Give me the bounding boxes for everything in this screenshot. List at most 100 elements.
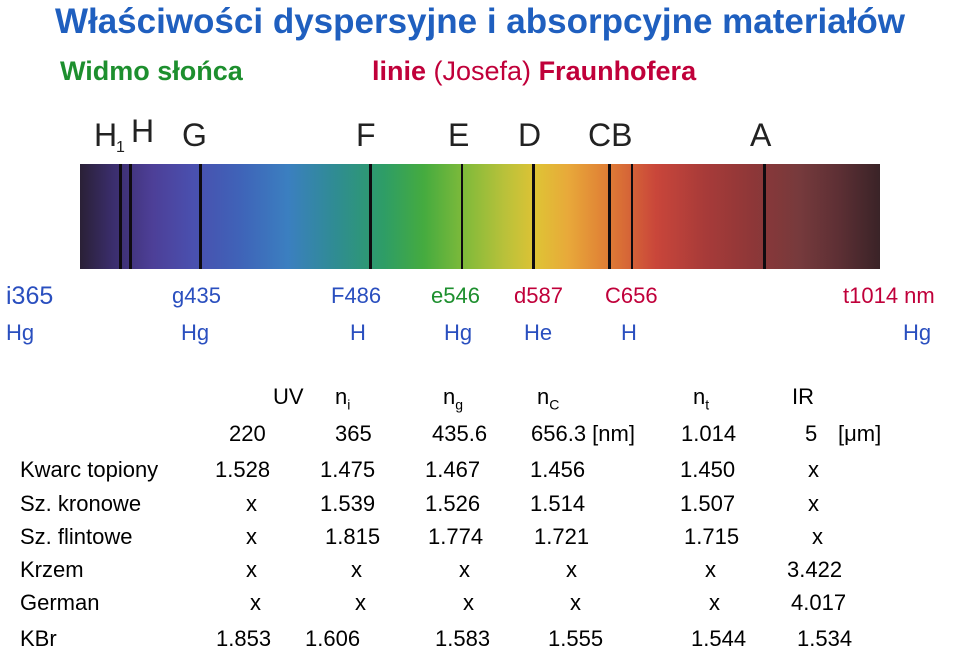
header-n-g: ng (443, 384, 463, 412)
letter-h1: H (94, 117, 117, 153)
element-label-he: He (524, 320, 553, 345)
cell-value: x (351, 557, 362, 582)
material-name: German (20, 590, 100, 615)
wavelength-5: 5 (805, 421, 818, 446)
wavelength-1014: 1.014 (681, 421, 737, 446)
letter-h: H (131, 113, 154, 149)
wavelength-220: 220 (229, 421, 266, 446)
letter-h1-sub: 1 (116, 139, 125, 156)
cell-value: x (459, 557, 470, 582)
absorption-line-b (631, 164, 633, 269)
solar-spectrum-image (80, 164, 880, 269)
cell-value: x (566, 557, 577, 582)
cell-value: 1.475 (320, 457, 376, 482)
cell-value: x (355, 590, 366, 615)
header-n-c: nC (537, 384, 559, 412)
letter-cb: CB (588, 117, 632, 153)
cell-value: x (808, 491, 819, 516)
cell-value: 4.017 (791, 590, 847, 615)
cell-value: 1.544 (691, 626, 747, 651)
cell-value: 1.456 (530, 457, 586, 482)
element-label-h-2: H (621, 320, 637, 345)
cell-value: 1.526 (425, 491, 481, 516)
material-name: Sz. kronowe (20, 491, 142, 516)
header-n-i-sub: i (347, 396, 351, 413)
wavelength-365: 365 (335, 421, 372, 446)
cell-value: 3.422 (787, 557, 843, 582)
absorption-line-e (461, 164, 463, 269)
fraunhofer-letters: H 1 H G F E D CB A (94, 113, 772, 156)
element-label-hg-4: Hg (903, 320, 932, 345)
material-name: Sz. flintowe (20, 524, 133, 549)
line-label-t1014: t1014 nm (843, 283, 935, 308)
cell-value: 1.539 (320, 491, 376, 516)
absorption-line-g (199, 164, 202, 269)
cell-value: 1.721 (534, 524, 590, 549)
cell-value: 1.450 (680, 457, 736, 482)
wavelength-unit-um: [μm] (838, 421, 882, 446)
subtitle-linie: linie (372, 56, 427, 86)
subtitle-solar-spectrum: Widmo słońca (60, 56, 243, 86)
cell-value: 1.467 (425, 457, 481, 482)
line-label-f486: F486 (331, 283, 382, 308)
letter-g: G (182, 117, 207, 153)
letter-a: A (750, 117, 772, 153)
header-n-c-base: n (537, 384, 550, 409)
cell-value: x (250, 590, 261, 615)
absorption-line-a (763, 164, 766, 269)
header-n-c-sub: C (549, 396, 560, 413)
cell-value: 1.528 (215, 457, 271, 482)
header-uv: UV (273, 384, 304, 409)
line-label-i365: i365 (6, 282, 54, 310)
line-label-g435: g435 (172, 283, 221, 308)
letter-d: D (518, 117, 541, 153)
subtitle-josefa: (Josefa) (426, 56, 539, 86)
header-n-g-sub: g (455, 396, 464, 413)
cell-value: 1.583 (435, 626, 491, 651)
cell-value: x (246, 557, 257, 582)
element-label-hg-1: Hg (6, 320, 35, 345)
absorption-line-f (369, 164, 372, 269)
letter-e: E (448, 117, 469, 153)
page-title: Właściwości dyspersyjne i absorpcyjne ma… (54, 2, 906, 41)
material-name: Krzem (20, 557, 84, 582)
cell-value: x (463, 590, 474, 615)
material-name: KBr (20, 626, 57, 651)
cell-value: x (808, 457, 819, 482)
header-n-t: nt (693, 384, 709, 412)
line-label-e546: e546 (431, 283, 480, 308)
cell-value: 1.507 (680, 491, 736, 516)
subtitle-fraunhofera: Fraunhofera (538, 56, 697, 86)
wavelength-656: 656.3 [nm] (531, 421, 635, 446)
wavelength-435: 435.6 (432, 421, 488, 446)
cell-value: 1.853 (216, 626, 272, 651)
cell-value: 1.514 (530, 491, 586, 516)
header-n-i: ni (335, 384, 350, 412)
cell-value: 1.715 (684, 524, 740, 549)
header-n-i-base: n (335, 384, 348, 409)
cell-value: x (709, 590, 720, 615)
header-n-t-base: n (693, 384, 706, 409)
header-ir: IR (792, 384, 814, 409)
letter-f: F (356, 117, 376, 153)
absorption-line-h1 (119, 164, 122, 269)
cell-value: x (246, 491, 257, 516)
cell-value: 1.555 (548, 626, 604, 651)
element-label-hg-3: Hg (444, 320, 473, 345)
absorption-line-d (532, 164, 535, 269)
cell-value: 1.815 (325, 524, 381, 549)
cell-value: x (246, 524, 257, 549)
absorption-line-c (608, 164, 611, 269)
element-label-h-1: H (350, 320, 366, 345)
subtitle-fraunhofer-lines: linie (Josefa) Fraunhofera (372, 56, 696, 87)
cell-value: 1.534 (797, 626, 853, 651)
line-label-d587: d587 (514, 283, 563, 308)
absorption-line-h (129, 164, 132, 269)
cell-value: 1.774 (428, 524, 484, 549)
element-label-hg-2: Hg (181, 320, 210, 345)
header-n-t-sub: t (705, 396, 710, 413)
cell-value: 1.606 (305, 626, 361, 651)
header-n-g-base: n (443, 384, 456, 409)
cell-value: x (705, 557, 716, 582)
material-name: Kwarc topiony (20, 457, 159, 482)
